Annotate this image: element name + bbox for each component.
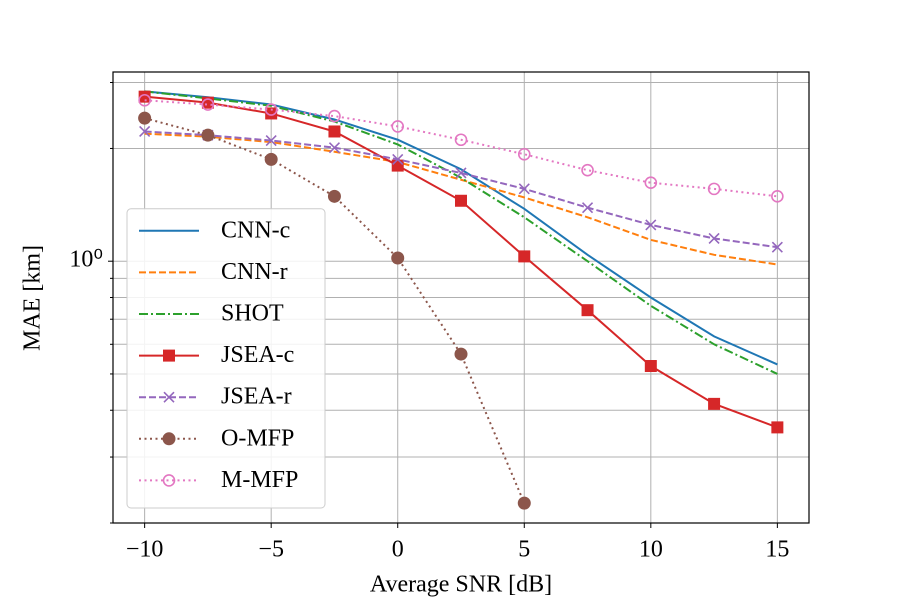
data-point [581, 304, 594, 317]
data-point [455, 194, 467, 207]
data-point [391, 120, 405, 133]
legend-marker [163, 349, 175, 362]
data-point [391, 159, 404, 172]
data-point [708, 397, 721, 410]
data-point [138, 111, 152, 125]
legend-label: CNN-r [221, 259, 288, 285]
data-point [771, 241, 783, 253]
data-point [328, 125, 341, 138]
data-point [327, 189, 341, 203]
data-point [392, 153, 404, 165]
data-point [454, 347, 468, 361]
series-line [144, 90, 778, 375]
legend-label: M-MFP [221, 467, 298, 493]
data-point [264, 103, 278, 116]
data-point [771, 190, 784, 203]
data-point [264, 152, 278, 166]
x-tick-label: 0 [392, 537, 404, 563]
series-line [144, 90, 778, 366]
x-tick-label: −5 [258, 537, 284, 563]
legend-label: JSEA-c [221, 342, 294, 368]
data-point [139, 125, 151, 138]
data-point [644, 176, 658, 190]
data-point [708, 232, 720, 245]
data-point [518, 250, 531, 263]
series-line [144, 99, 778, 198]
data-point [201, 128, 215, 142]
legend-marker [162, 432, 176, 446]
x-tick-label: 15 [765, 537, 789, 563]
data-point [328, 109, 341, 123]
legend-box [126, 208, 326, 509]
legend-label: O-MFP [221, 425, 294, 451]
legend-label: CNN-c [221, 217, 290, 243]
data-point [391, 251, 405, 265]
data-point [517, 147, 531, 161]
data-point [644, 360, 657, 373]
data-point [455, 167, 467, 179]
legend-label: JSEA-r [221, 384, 292, 410]
series-line [144, 130, 778, 249]
x-tick-label: −10 [126, 537, 164, 563]
plot-frame [112, 71, 810, 524]
y-tick-label: 10⁰ [69, 247, 103, 273]
data-point [707, 182, 721, 196]
data-point [581, 202, 594, 214]
data-point [454, 133, 468, 147]
series-line [144, 132, 778, 266]
data-point [201, 98, 215, 111]
x-tick-label: 10 [639, 537, 663, 563]
data-point [771, 421, 784, 434]
legend-marker [163, 391, 175, 403]
x-axis-label: Average SNR [dB] [370, 572, 552, 598]
data-point [517, 496, 531, 510]
data-point [328, 142, 341, 154]
data-point [518, 183, 530, 195]
data-point [265, 107, 278, 120]
legend-marker [162, 474, 176, 487]
data-point [138, 93, 151, 107]
data-point [265, 134, 277, 147]
y-axis-label: MAE [km] [20, 245, 46, 351]
x-tick-label: 5 [518, 537, 530, 563]
data-point [581, 163, 594, 177]
data-point [138, 90, 151, 103]
data-point [645, 219, 657, 231]
legend-label: SHOT [221, 301, 284, 327]
